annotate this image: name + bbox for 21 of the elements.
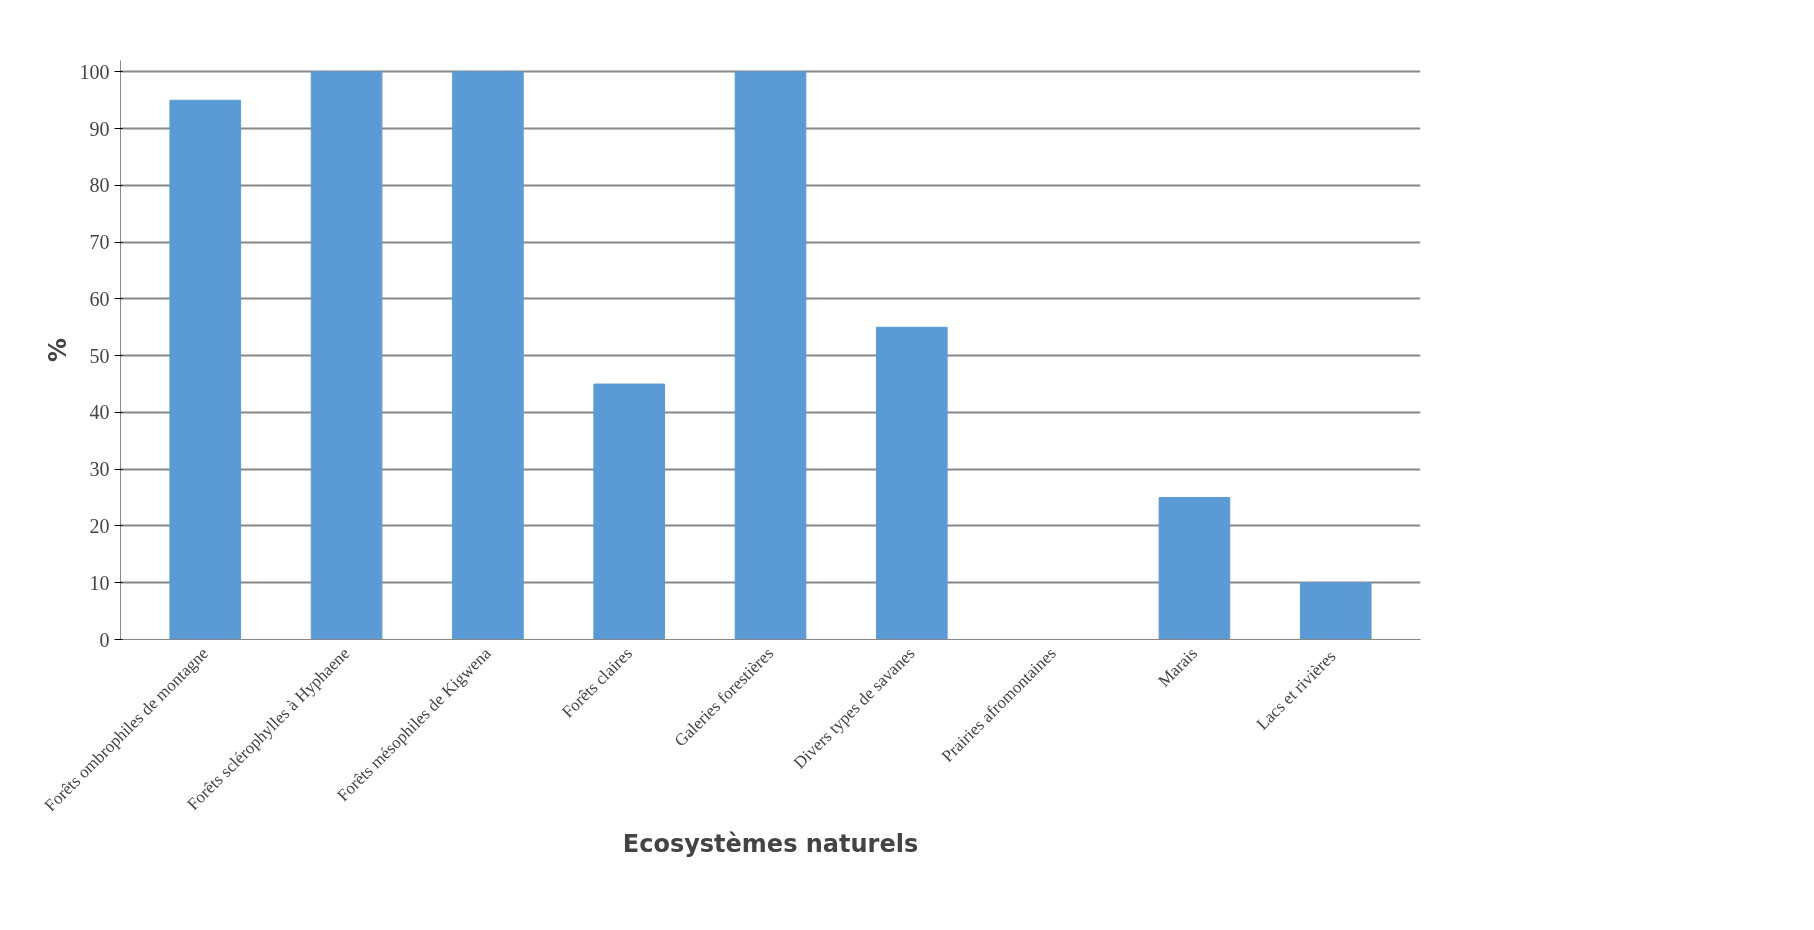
bar	[1158, 497, 1231, 640]
y-axis-title: %	[43, 337, 72, 363]
bar	[734, 71, 807, 640]
y-tick-label: 0	[99, 628, 110, 651]
y-tick-label: 70	[89, 231, 110, 254]
bar	[310, 71, 383, 640]
bar	[1299, 582, 1372, 640]
y-tick-label: 80	[89, 174, 110, 197]
y-tick-label: 100	[79, 60, 110, 83]
bar	[593, 383, 666, 640]
y-tick-label: 10	[89, 571, 110, 594]
y-tick-label: 50	[89, 344, 110, 367]
bar	[875, 326, 948, 640]
y-tick-label: 60	[89, 287, 110, 310]
x-axis-title: Ecosystèmes naturels	[622, 829, 919, 858]
y-tick-label: 20	[89, 514, 110, 537]
bar	[169, 99, 242, 640]
bar	[452, 71, 524, 640]
y-tick-label: 30	[89, 458, 110, 481]
y-tick-label: 90	[89, 117, 110, 140]
y-tick-label: 40	[89, 401, 110, 424]
